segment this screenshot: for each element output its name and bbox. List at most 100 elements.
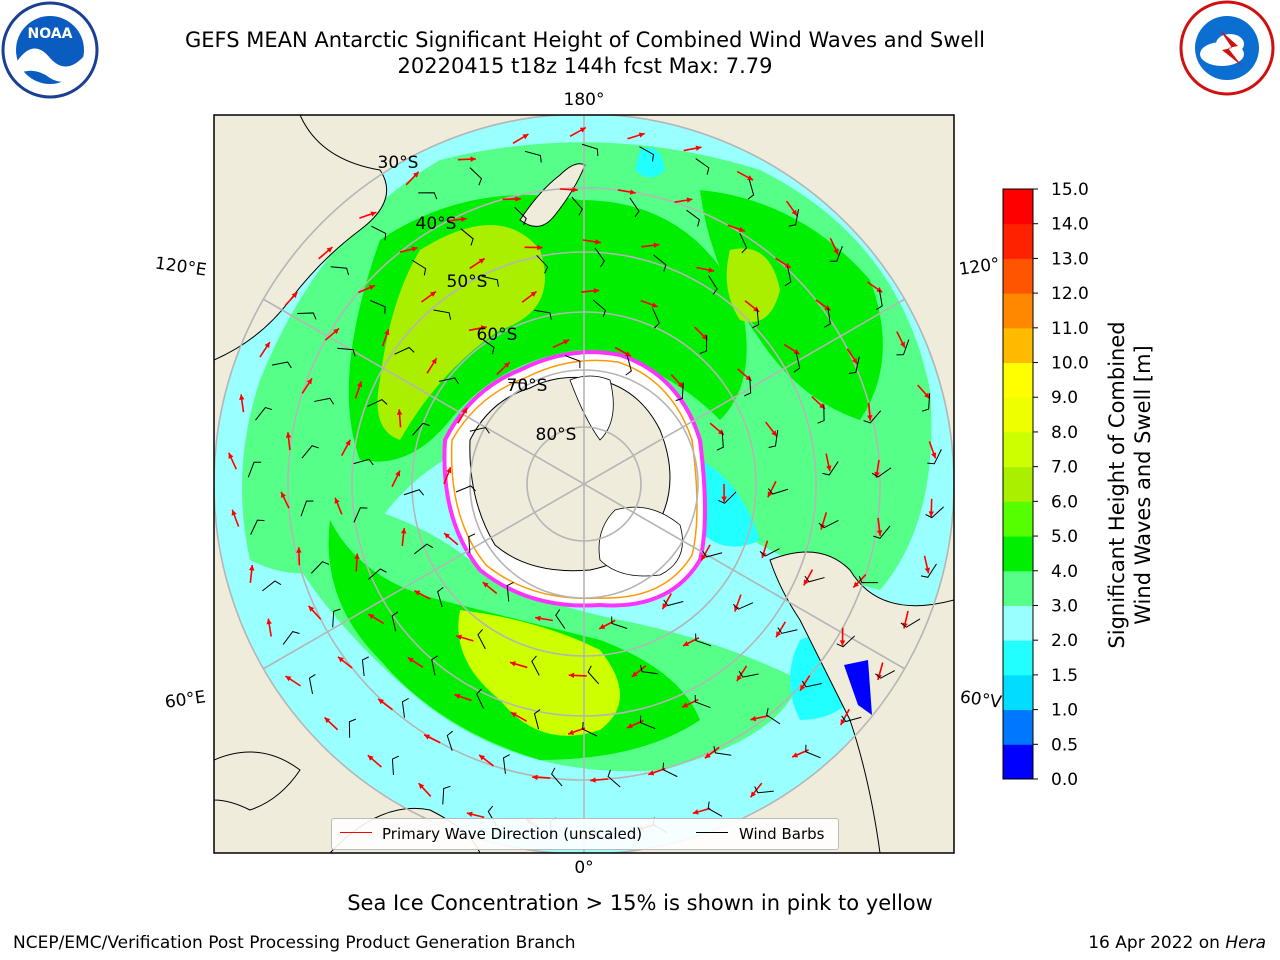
wave-direction-arrowhead: [530, 291, 537, 297]
footer-date-text: 16 Apr 2022 on: [1088, 933, 1226, 953]
colorbar-swatch: [1003, 501, 1033, 537]
wind-barb: [514, 207, 527, 226]
lon-label-bottom: 0°: [574, 858, 593, 878]
legend: Primary Wave Direction (unscaled) Wind B…: [331, 818, 839, 850]
wind-barb: [836, 635, 856, 648]
wind-barb: [829, 246, 843, 262]
wind-barb: [330, 266, 350, 276]
wind-barb: [759, 548, 780, 557]
wave-direction-arrowhead: [750, 715, 757, 722]
wave-direction-arrowhead: [653, 242, 660, 248]
wind-barb: [900, 618, 921, 628]
wave-direction-arrowhead: [839, 640, 846, 646]
wind-barb: [611, 616, 628, 629]
wind-barb: [841, 715, 862, 723]
wave-direction-arrowhead: [682, 641, 689, 646]
wind-barb: [744, 376, 752, 397]
wind-barb: [629, 197, 640, 218]
colorbar-tick-label: 7.0: [1051, 458, 1078, 478]
colorbar-swatch: [1003, 362, 1033, 398]
wind-barb: [314, 397, 335, 405]
wind-barb: [401, 698, 409, 718]
wave-direction-arrowhead: [638, 132, 645, 138]
wave-direction-arrowhead: [928, 511, 935, 517]
colorbar-swatch: [1003, 570, 1033, 606]
wind-barb: [921, 393, 931, 412]
wind-barb: [508, 382, 528, 390]
nws-logo: [1179, 0, 1275, 96]
wind-barb: [896, 339, 910, 356]
wave-direction-arrowhead: [231, 509, 237, 516]
lat-label-40s: 40°S: [416, 214, 457, 234]
wind-barb: [777, 627, 798, 634]
wave-direction-arrowhead: [784, 262, 791, 268]
vector-field: [228, 126, 945, 841]
wave-direction-arrowhead: [721, 496, 727, 502]
wind-barb: [460, 228, 474, 246]
wind-barb: [506, 581, 514, 602]
wind-barb: [446, 730, 454, 751]
wind-barb: [391, 611, 399, 632]
wave-direction-arrowhead: [444, 533, 450, 539]
wave-direction-arrowhead: [771, 430, 777, 437]
wave-direction-arrowhead: [461, 216, 467, 222]
wind-barb: [699, 335, 708, 354]
wave-direction-arrowhead: [563, 339, 570, 345]
wind-barb: [747, 179, 755, 200]
wind-barb: [300, 500, 314, 517]
wind-barb: [564, 355, 581, 369]
wind-barb: [818, 519, 839, 529]
wave-direction-arrowhead: [902, 622, 908, 629]
wave-direction-arrowhead: [695, 145, 702, 151]
australia-land: [214, 115, 388, 361]
wave-direction-arrowhead: [648, 770, 655, 776]
wind-barb: [551, 767, 563, 787]
wind-barb: [311, 561, 330, 574]
wave-direction-arrowhead: [478, 258, 485, 264]
wind-barb: [533, 709, 541, 730]
wave-direction-arrowhead: [407, 657, 414, 663]
wind-barb: [250, 519, 265, 535]
colorbar-swatch: [1003, 293, 1033, 329]
wave-direction-arrowhead: [651, 302, 658, 308]
wave-direction-arrowhead: [285, 432, 292, 438]
wave-direction-arrowhead: [535, 615, 541, 622]
wind-barb: [817, 404, 825, 424]
legend-swatch-wave-direction: [340, 832, 372, 833]
colorbar-tick-label: 4.0: [1051, 562, 1078, 582]
wind-barb: [308, 673, 316, 694]
wind-barb: [403, 489, 425, 496]
wave-direction-arrowhead: [479, 754, 486, 761]
colorbar-swatch: [1003, 744, 1033, 780]
colorbar-tick-label: 12.0: [1051, 284, 1089, 304]
colorbar-swatch: [1003, 397, 1033, 433]
new-zealand-land: [519, 163, 586, 227]
wave-direction-arrowhead: [924, 567, 931, 574]
wind-barb: [412, 422, 430, 436]
wave-direction-arrowhead: [572, 187, 578, 193]
wind-barb: [370, 300, 386, 314]
wave-direction-arrowhead: [400, 528, 407, 534]
wind-barb: [925, 506, 945, 519]
colorbar-tick-label: 6.0: [1051, 492, 1078, 512]
colorbar-swatch: [1003, 709, 1033, 745]
wave-direction-arrowhead: [430, 291, 437, 297]
wind-barb: [695, 633, 712, 647]
wave-direction-arrowhead: [626, 723, 633, 729]
wave-direction-arrowhead: [354, 553, 360, 560]
wave-direction-arrowhead: [590, 777, 596, 783]
wind-barb: [784, 266, 792, 287]
colorbar-tick-label: 0.5: [1051, 735, 1078, 755]
wave-direction-arrowhead: [568, 672, 575, 679]
wave-direction-arrowhead: [803, 579, 809, 586]
wind-barb: [581, 143, 599, 156]
wind-barb: [502, 754, 510, 774]
wind-barb: [468, 533, 476, 553]
wave-direction-arrowhead: [291, 292, 298, 298]
wave-direction-arrowhead: [411, 246, 418, 252]
colorbar-tick-label: 10.0: [1051, 354, 1089, 374]
wind-barb: [793, 352, 801, 373]
wave-direction-arrowhead: [876, 287, 883, 293]
wind-barb: [353, 507, 368, 523]
